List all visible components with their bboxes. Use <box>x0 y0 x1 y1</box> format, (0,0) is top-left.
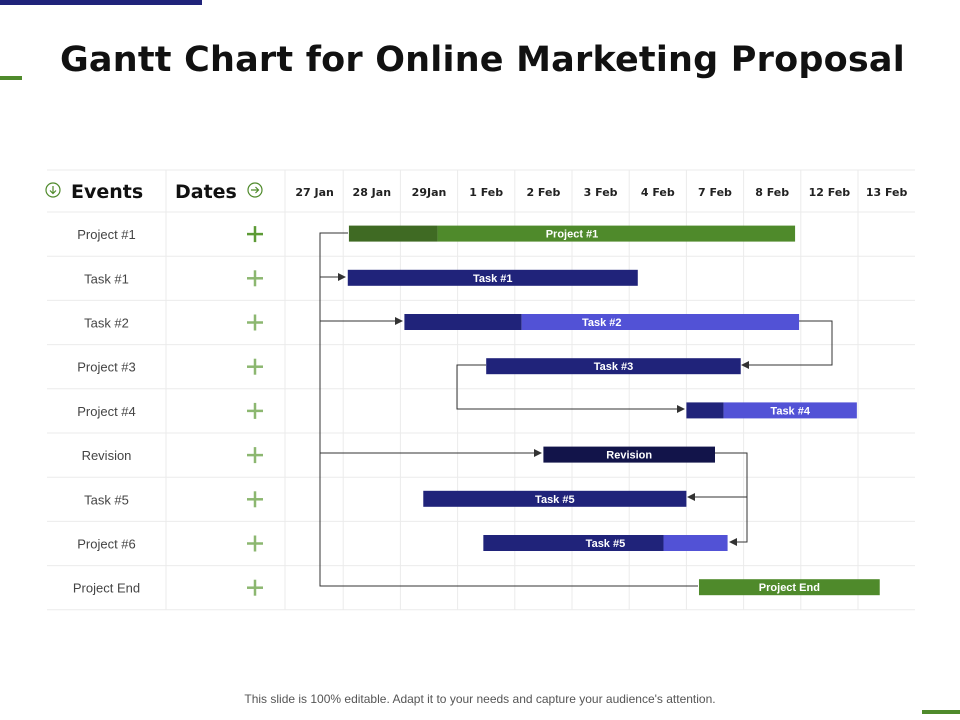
date-column-label: 7 Feb <box>698 186 732 199</box>
gantt-bar-segment <box>483 535 664 551</box>
event-row-label: Project End <box>73 581 140 596</box>
gantt-bar-label: Project End <box>759 582 820 594</box>
date-column-label: 3 Feb <box>584 186 618 199</box>
gantt-bar-segment <box>404 314 522 330</box>
gantt-bar-label: Task #5 <box>535 494 575 506</box>
gantt-bar-segment <box>423 490 687 507</box>
gantt-bar: Task #1 <box>347 269 638 286</box>
gantt-bar-segment <box>723 402 857 419</box>
date-column-label: 27 Jan <box>295 186 333 199</box>
event-row-label: Project #6 <box>77 537 136 552</box>
footer-note: This slide is 100% editable. Adapt it to… <box>244 692 716 706</box>
gantt-bar-segment <box>437 225 796 242</box>
gantt-bar: Task #5 <box>423 490 687 507</box>
gantt-bar-segment <box>348 225 438 242</box>
event-row-label: Project #4 <box>77 404 136 419</box>
gantt-bar-label: Task #3 <box>594 361 634 373</box>
event-row-label: Task #2 <box>84 316 129 331</box>
event-row-label: Project #3 <box>77 360 136 375</box>
event-row-label: Task #5 <box>84 492 129 507</box>
dependency-connectors <box>319 232 833 587</box>
plus-icon <box>247 447 263 464</box>
plus-icon <box>247 402 263 419</box>
left-accent-tick <box>0 76 22 80</box>
event-row-label: Revision <box>82 448 132 463</box>
gantt-bar: Task #5 <box>483 535 728 551</box>
bottom-accent-tick <box>922 710 960 714</box>
gantt-bar-label: Revision <box>606 450 652 462</box>
connector-project1 <box>319 232 698 587</box>
gantt-bar-segment <box>521 314 800 330</box>
plus-icon <box>247 270 263 287</box>
page-title: Gantt Chart for Online Marketing Proposa… <box>60 40 905 80</box>
date-column-label: 28 Jan <box>353 186 391 199</box>
plus-icon <box>247 491 263 508</box>
date-column-label: 8 Feb <box>755 186 789 199</box>
gantt-bar-label: Task #2 <box>582 317 622 329</box>
events-header-icon <box>45 182 61 198</box>
dates-header-icon <box>247 182 263 198</box>
date-column-label: 29Jan <box>412 186 447 199</box>
date-column-label: 2 Feb <box>526 186 560 199</box>
date-column-label: 12 Feb <box>809 186 851 199</box>
gantt-bar-label: Task #4 <box>770 405 810 417</box>
gantt-bar-segment <box>663 535 728 551</box>
events-header: Events <box>71 181 143 203</box>
connector-task3-task4 <box>456 364 685 413</box>
gantt-bar-label: Task #5 <box>586 538 626 550</box>
plus-icon <box>247 314 263 331</box>
gantt-bar-segment <box>698 579 880 596</box>
dates-header: Dates <box>175 181 237 203</box>
gantt-bar-segment <box>543 446 715 463</box>
gantt-bar: Revision <box>543 446 715 463</box>
gantt-bar-segment <box>347 269 638 286</box>
date-column-label: 13 Feb <box>866 186 908 199</box>
event-row-label: Task #1 <box>84 271 129 286</box>
gantt-bar: Task #3 <box>486 358 741 375</box>
date-column-label: 4 Feb <box>641 186 675 199</box>
plus-icon <box>247 579 263 596</box>
gantt-bar-label: Task #1 <box>473 273 513 285</box>
gantt-bar: Project #1 <box>348 225 796 242</box>
plus-icon <box>247 358 263 375</box>
gantt-bar: Task #2 <box>404 314 800 330</box>
gantt-bar: Task #4 <box>686 402 857 419</box>
date-column-label: 1 Feb <box>469 186 503 199</box>
gantt-bar-label: Project #1 <box>546 229 599 241</box>
plus-icon <box>247 535 263 552</box>
gantt-bar: Project End <box>698 579 880 596</box>
gantt-bar-segment <box>686 402 724 419</box>
event-row-label: Project #1 <box>77 227 136 242</box>
top-accent-bar <box>0 0 202 5</box>
gantt-bar-segment <box>486 358 741 375</box>
connector-task2-task3 <box>741 320 833 369</box>
plus-icon <box>247 226 263 243</box>
